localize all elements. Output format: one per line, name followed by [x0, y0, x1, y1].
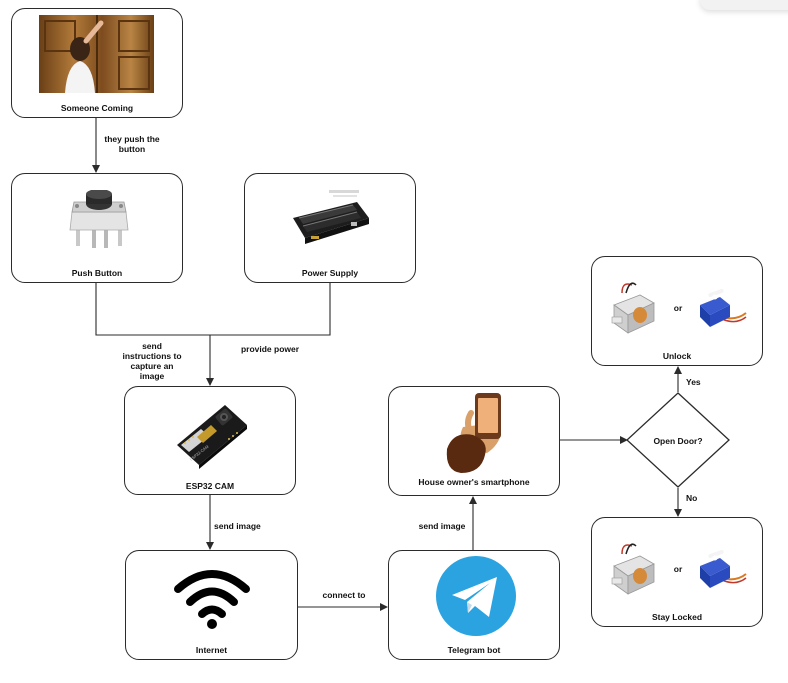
edge-label-yes: Yes	[686, 377, 701, 387]
window-corner-shadow	[700, 0, 788, 10]
edge-label-send-instructions: send instructions to capture an image	[122, 341, 182, 381]
smartphone-in-hand	[446, 393, 501, 473]
servo-motor	[700, 549, 747, 588]
node-internet: Internet	[125, 550, 298, 660]
node-unlock: or Unlock	[591, 256, 763, 366]
someone-coming-label: Someone Coming	[60, 103, 134, 113]
push-button-label: Push Button	[71, 268, 123, 278]
unlock-label: Unlock	[662, 351, 692, 361]
edge-label-send-image-1: send image	[214, 521, 261, 531]
battery-holder	[293, 190, 369, 244]
girl-at-door-photo	[39, 15, 154, 93]
esp32-cam-label: ESP32 CAM	[185, 481, 235, 491]
wifi-icon	[174, 570, 250, 629]
power-supply-label: Power Supply	[301, 268, 359, 278]
solenoid-lock	[611, 543, 655, 595]
node-house-owner: House owner's smartphone	[388, 386, 560, 496]
node-power-supply: Power Supply	[244, 173, 416, 283]
internet-label: Internet	[195, 645, 228, 655]
push-button-switch	[69, 190, 129, 248]
servo-motor	[700, 288, 747, 327]
edge-label-connect-to: connect to	[322, 590, 366, 600]
edge-label-push: they push the button	[104, 134, 160, 154]
open-door-label: Open Door?	[653, 436, 703, 446]
edge-label-send-image-2: send image	[418, 521, 466, 531]
solenoid-lock	[611, 282, 655, 334]
unlock-or-text: or	[673, 303, 683, 313]
house-owner-label: House owner's smartphone	[418, 477, 530, 487]
esp32-cam-board: ESP32-CAM	[177, 405, 247, 469]
node-someone-coming: Someone Coming	[11, 8, 183, 118]
stay-locked-or-text: or	[673, 564, 683, 574]
edge-label-no: No	[686, 493, 698, 503]
edge-button-to-esp32	[95, 283, 214, 386]
telegram-bot-label: Telegram bot	[447, 645, 501, 655]
edge-label-provide-power: provide power	[240, 344, 300, 354]
decision-open-door	[626, 392, 730, 488]
node-esp32-cam: ESP32-CAM ESP32 CAM	[124, 386, 296, 495]
node-telegram-bot: Telegram bot	[388, 550, 560, 660]
node-stay-locked: or Stay Locked	[591, 517, 763, 627]
node-push-button: Push Button	[11, 173, 183, 283]
stay-locked-label: Stay Locked	[651, 612, 703, 622]
edge-power-to-esp32	[210, 283, 331, 336]
telegram-icon	[436, 556, 516, 636]
